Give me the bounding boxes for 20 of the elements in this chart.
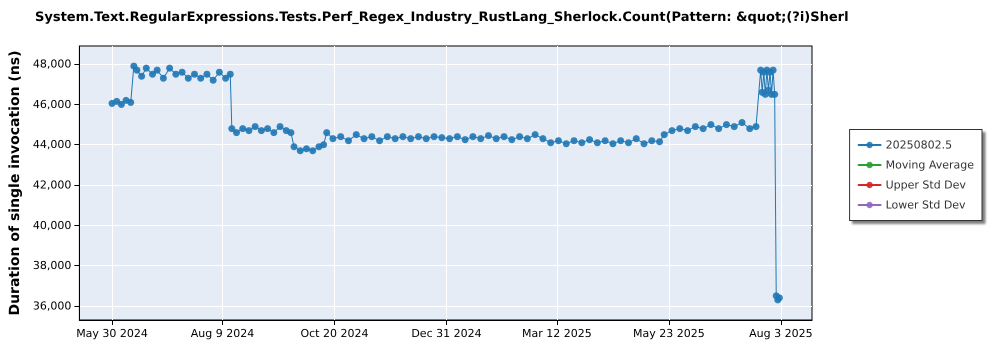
y-tick-label: 42,000 <box>32 178 72 192</box>
x-tick-label: May 30 2024 <box>76 327 148 340</box>
chart-title: System.Text.RegularExpressions.Tests.Perf_Regex_Industry_RustLang_Sherlock.Count(Pattern: &quot;(?i)Sherl <box>35 10 849 25</box>
legend-label: Upper Std Dev <box>886 178 966 192</box>
y-tick-label: 38,000 <box>32 259 72 272</box>
y-tick-label: 44,000 <box>32 138 72 152</box>
x-tick-label: Aug 9 2024 <box>190 327 254 340</box>
legend-label: 20250802.5 <box>886 138 952 152</box>
legend-label: Lower Std Dev <box>886 198 966 212</box>
y-axis-title: Duration of single invocation (ns) <box>7 50 23 316</box>
y-tick-label: 40,000 <box>32 218 72 232</box>
y-tick-label: 48,000 <box>32 58 72 71</box>
x-tick-label: Mar 12 2025 <box>522 327 592 340</box>
y-tick-label: 46,000 <box>32 98 72 111</box>
legend-label: Moving Average <box>886 158 974 172</box>
x-tick-label: May 23 2025 <box>633 327 705 340</box>
x-tick-label: Oct 20 2024 <box>300 327 368 340</box>
x-tick-label: Aug 3 2025 <box>749 327 813 340</box>
x-tick-label: Dec 31 2024 <box>411 327 482 340</box>
y-tick-label: 36,000 <box>32 299 72 312</box>
